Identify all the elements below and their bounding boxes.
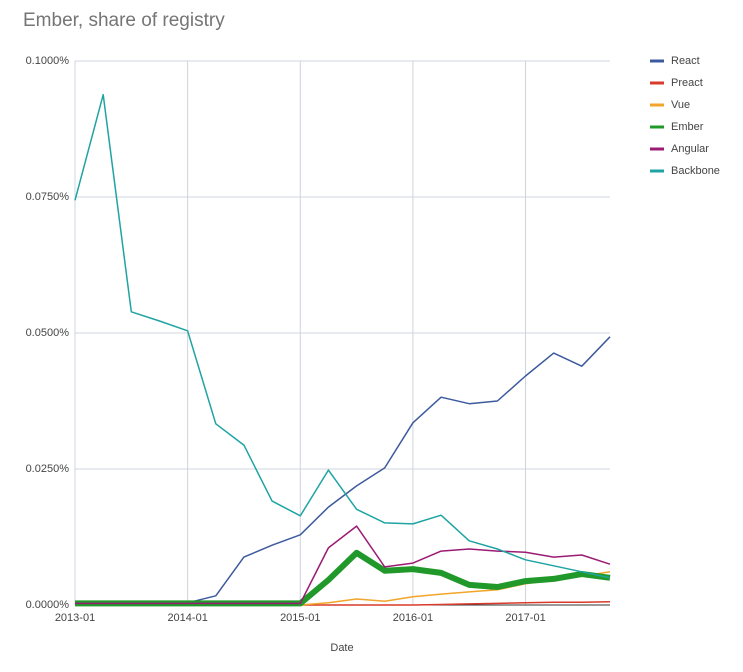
y-tick-label: 0.0000% bbox=[26, 599, 70, 611]
legend-label: Preact bbox=[671, 77, 703, 89]
x-tick-label: 2014-01 bbox=[167, 612, 207, 624]
y-tick-label: 0.0500% bbox=[26, 327, 70, 339]
series-line bbox=[75, 525, 611, 605]
x-tick-label: 2016-01 bbox=[393, 612, 433, 624]
legend-label: Angular bbox=[671, 143, 709, 155]
x-tick-label: 2015-01 bbox=[280, 612, 320, 624]
legend-label: Backbone bbox=[671, 165, 720, 177]
x-tick-label: 2017-01 bbox=[505, 612, 545, 624]
x-axis-label: Date bbox=[330, 642, 353, 654]
legend-label: Vue bbox=[671, 99, 690, 111]
legend-label: Ember bbox=[671, 121, 704, 133]
chart-title: Ember, share of registry bbox=[23, 10, 225, 31]
series-line bbox=[75, 571, 611, 606]
legend-label: React bbox=[671, 55, 700, 67]
y-tick-label: 0.0250% bbox=[26, 463, 70, 475]
series-line bbox=[74, 93, 611, 579]
y-tick-label: 0.0750% bbox=[26, 191, 70, 203]
y-tick-label: 0.1000% bbox=[26, 55, 70, 67]
x-tick-label: 2013-01 bbox=[55, 612, 95, 624]
